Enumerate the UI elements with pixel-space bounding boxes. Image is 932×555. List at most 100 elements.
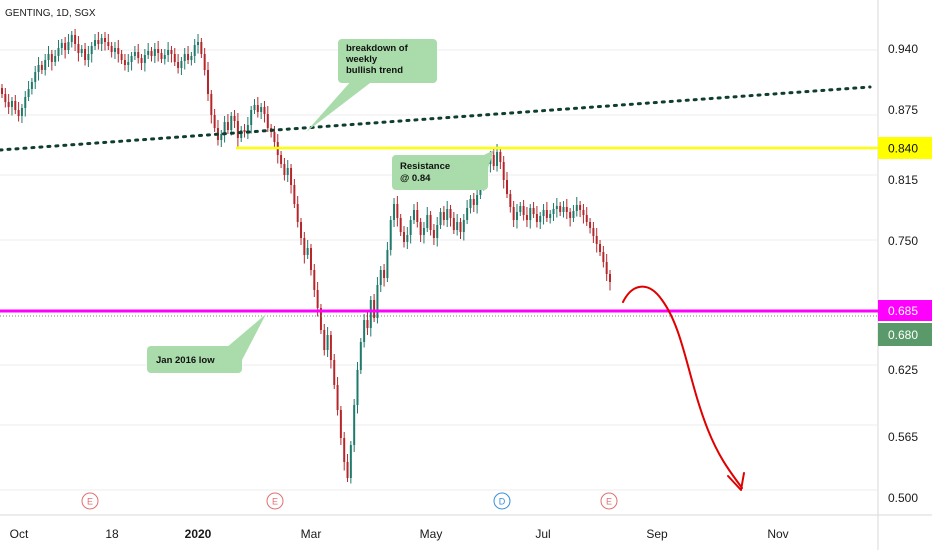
event-marker-earnings[interactable]: E	[81, 492, 99, 510]
candle[interactable]	[353, 399, 356, 452]
candle[interactable]	[246, 117, 249, 139]
candle[interactable]	[77, 36, 80, 62]
candle[interactable]	[512, 201, 515, 227]
candle[interactable]	[349, 441, 352, 484]
candle[interactable]	[602, 246, 605, 268]
candle[interactable]	[502, 156, 505, 189]
candle[interactable]	[585, 207, 588, 226]
candle[interactable]	[113, 42, 116, 59]
candle[interactable]	[296, 196, 299, 228]
candle[interactable]	[300, 218, 303, 245]
candle[interactable]	[230, 112, 233, 136]
candle[interactable]	[84, 43, 87, 66]
candle[interactable]	[409, 216, 412, 244]
candle[interactable]	[190, 52, 193, 66]
candle[interactable]	[24, 91, 27, 117]
candle[interactable]	[343, 432, 346, 471]
projection-arrow[interactable]	[622, 285, 745, 491]
candle[interactable]	[180, 57, 183, 75]
candle[interactable]	[50, 50, 53, 71]
candle[interactable]	[562, 201, 565, 218]
candle[interactable]	[326, 327, 329, 357]
candle[interactable]	[37, 57, 40, 81]
candle[interactable]	[499, 148, 502, 169]
candle[interactable]	[399, 214, 402, 236]
candle[interactable]	[509, 190, 512, 213]
candle[interactable]	[522, 200, 525, 221]
callout-jan2016-low[interactable]: Jan 2016 low	[147, 314, 266, 373]
candle[interactable]	[609, 270, 611, 291]
candle[interactable]	[515, 204, 518, 229]
candle[interactable]	[187, 46, 190, 64]
candle[interactable]	[94, 34, 97, 50]
candle[interactable]	[34, 66, 37, 89]
candle[interactable]	[250, 106, 253, 134]
candle[interactable]	[366, 312, 369, 335]
candle[interactable]	[442, 206, 445, 226]
candle[interactable]	[90, 42, 93, 63]
candle[interactable]	[363, 314, 366, 348]
candle[interactable]	[492, 149, 495, 170]
candle[interactable]	[432, 224, 435, 245]
candle[interactable]	[47, 46, 50, 67]
candle[interactable]	[595, 228, 598, 253]
candle[interactable]	[27, 81, 30, 101]
candle[interactable]	[233, 110, 236, 128]
candle[interactable]	[346, 454, 349, 482]
candle[interactable]	[193, 39, 196, 63]
candle[interactable]	[97, 32, 100, 50]
candle[interactable]	[183, 48, 186, 70]
candle[interactable]	[339, 406, 342, 445]
candle[interactable]	[30, 78, 33, 95]
candle[interactable]	[10, 97, 13, 116]
candle[interactable]	[60, 39, 63, 55]
candle[interactable]	[422, 222, 425, 244]
candle[interactable]	[133, 46, 136, 60]
candle[interactable]	[459, 218, 462, 239]
candle[interactable]	[525, 207, 528, 227]
candle[interactable]	[565, 199, 568, 219]
candle[interactable]	[323, 324, 326, 356]
candle[interactable]	[256, 97, 259, 118]
candle[interactable]	[253, 99, 256, 114]
weekly-trendline[interactable]	[0, 85, 872, 152]
candle[interactable]	[157, 41, 160, 62]
candle[interactable]	[592, 222, 595, 243]
candle[interactable]	[376, 277, 379, 324]
candle[interactable]	[412, 204, 415, 224]
candle[interactable]	[506, 172, 509, 198]
candle[interactable]	[223, 116, 226, 143]
candle[interactable]	[545, 202, 548, 222]
candle[interactable]	[263, 101, 266, 123]
candle[interactable]	[110, 42, 113, 58]
candle[interactable]	[103, 32, 106, 51]
candle[interactable]	[80, 45, 83, 57]
candle[interactable]	[373, 294, 376, 322]
candle[interactable]	[529, 204, 532, 229]
candle[interactable]	[280, 151, 283, 168]
candle[interactable]	[396, 196, 399, 227]
candle[interactable]	[416, 202, 419, 228]
candle[interactable]	[54, 50, 57, 66]
candle[interactable]	[472, 193, 475, 212]
candle[interactable]	[140, 54, 143, 70]
candle[interactable]	[177, 54, 180, 74]
candle[interactable]	[206, 62, 209, 101]
candle[interactable]	[57, 40, 60, 62]
candle[interactable]	[306, 240, 309, 259]
candle[interactable]	[44, 54, 47, 76]
candle[interactable]	[446, 201, 449, 227]
candle[interactable]	[220, 130, 223, 147]
candle[interactable]	[67, 34, 70, 54]
candle[interactable]	[462, 214, 465, 241]
candle[interactable]	[476, 187, 479, 214]
candle[interactable]	[203, 48, 206, 76]
candle[interactable]	[70, 31, 73, 48]
candle[interactable]	[599, 240, 602, 256]
candle[interactable]	[226, 114, 229, 134]
candle[interactable]	[130, 52, 133, 71]
candle[interactable]	[117, 40, 120, 63]
candle[interactable]	[74, 29, 77, 51]
candle[interactable]	[150, 47, 153, 62]
candle[interactable]	[123, 54, 126, 71]
